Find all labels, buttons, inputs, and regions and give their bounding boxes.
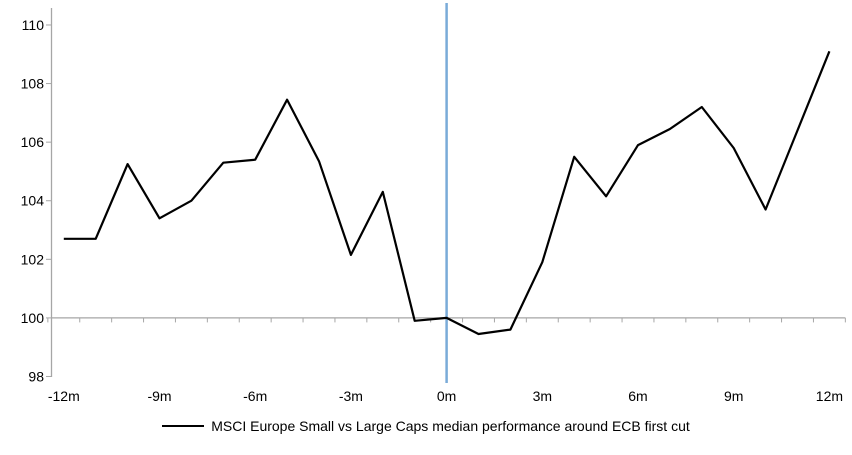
y-axis-tick-label: 98 — [28, 368, 44, 384]
legend: MSCI Europe Small vs Large Caps median p… — [0, 417, 852, 435]
series-line — [63, 50, 831, 336]
legend-line-sample — [162, 425, 205, 427]
x-axis-label: 12m — [816, 388, 843, 404]
x-axis-label: 6m — [628, 388, 647, 404]
y-axis-tick-label: 102 — [21, 251, 45, 267]
y-axis-tick-label: 106 — [21, 134, 45, 150]
x-axis-label: -9m — [147, 388, 171, 404]
legend-label: MSCI Europe Small vs Large Caps median p… — [211, 418, 690, 434]
y-axis-tick-label: 110 — [22, 17, 45, 33]
x-axis-label: -6m — [243, 388, 267, 404]
y-axis-tick-label: 108 — [21, 76, 45, 92]
y-axis-tick-label: 100 — [21, 310, 45, 326]
x-axis-label: -12m — [48, 388, 80, 404]
x-axis-label: 3m — [533, 388, 552, 404]
x-axis-label: 9m — [724, 388, 743, 404]
x-axis-label: 0m — [437, 388, 456, 404]
x-axis-label: -3m — [339, 388, 363, 404]
y-axis-tick-label: 104 — [21, 193, 45, 209]
